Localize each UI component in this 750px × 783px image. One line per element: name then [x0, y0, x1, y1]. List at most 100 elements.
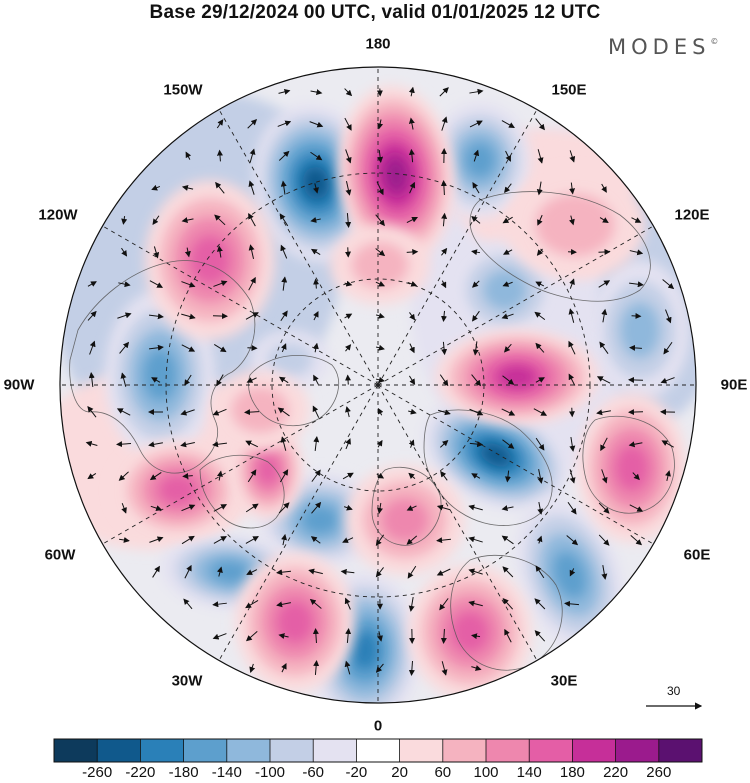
colorbar-tick-label: 220	[603, 764, 629, 781]
wind-arrow	[535, 281, 545, 287]
wind-arrow	[375, 281, 386, 287]
wind-arrow	[665, 309, 672, 324]
wind-arrow	[535, 118, 545, 131]
wind-arrow	[245, 312, 259, 320]
wind-arrow	[409, 343, 415, 354]
wind-arrow	[248, 244, 255, 259]
wind-arrow	[501, 120, 515, 128]
wind-arrow	[149, 344, 164, 351]
map-title: Base 29/12/2024 00 UTC, valid 01/01/2025…	[149, 2, 601, 23]
anomaly-level	[615, 445, 649, 491]
wind-arrow	[184, 247, 191, 258]
meridian-line	[102, 225, 379, 386]
wind-arrow	[598, 280, 611, 288]
colorbar	[53, 738, 703, 763]
wind-arrow	[280, 343, 287, 353]
wind-arrow	[345, 149, 352, 164]
wind-arrow	[437, 409, 451, 416]
wind-arrow	[408, 375, 416, 386]
anomaly-level	[276, 600, 314, 644]
wind-arrow	[278, 633, 289, 640]
wind-arrow	[277, 120, 292, 127]
wind-arrow	[502, 566, 514, 578]
wind-arrow	[213, 344, 227, 353]
wind-arrow	[281, 533, 287, 546]
wind-arrow	[279, 469, 289, 483]
wind-arrow	[568, 308, 575, 323]
colorbar-swatch	[313, 739, 357, 762]
wind-arrow	[407, 281, 418, 287]
wind-arrow	[246, 377, 257, 383]
anomaly-center	[113, 440, 243, 540]
lon-label-60w: 60W	[44, 546, 76, 564]
wind-arrow	[441, 341, 448, 356]
wind-arrow	[569, 182, 576, 195]
wind-arrow	[345, 628, 352, 644]
colorbar-tick-label: -100	[254, 764, 286, 781]
colorbar-swatch	[529, 739, 573, 762]
wind-arrow	[408, 408, 417, 415]
wind-arrow	[85, 440, 98, 447]
wind-arrow	[278, 502, 290, 514]
wind-arrow	[534, 598, 546, 610]
wind-arrow	[569, 150, 576, 163]
wind-arrow	[245, 536, 259, 544]
wind-arrow	[184, 564, 192, 579]
wind-arrow	[377, 149, 384, 163]
anomaly-center	[590, 260, 690, 400]
wind-arrow	[212, 313, 228, 320]
wind-arrow	[533, 408, 548, 416]
wind-arrow	[436, 537, 451, 544]
lon-label-120e: 120E	[674, 206, 710, 224]
colorbar-tick-label: 260	[646, 764, 672, 781]
colorbar-tick-label: 140	[516, 764, 542, 781]
wind-arrow	[440, 470, 448, 481]
wind-arrow	[598, 502, 610, 514]
wind-arrow	[213, 504, 228, 512]
wind-arrow	[308, 568, 323, 575]
anomaly-level	[535, 193, 615, 257]
wind-arrow	[118, 281, 131, 288]
wind-arrow	[568, 373, 576, 386]
wind-arrow	[439, 87, 449, 97]
wind-arrow	[502, 281, 513, 287]
colorbar-tick-label: 60	[434, 764, 452, 781]
wind-arrow	[248, 180, 255, 195]
wind-arrow	[343, 504, 353, 511]
wind-arrow	[409, 181, 416, 194]
wind-arrow	[311, 469, 321, 482]
wind-arrow	[280, 244, 288, 259]
wind-arrow	[180, 409, 195, 416]
wind-arrow	[469, 408, 484, 416]
brand-mark: ©	[710, 37, 719, 46]
wind-arrow	[214, 214, 226, 226]
wind-arrow	[181, 185, 194, 191]
wind-arrow	[245, 599, 259, 609]
lon-label-30e: 30E	[550, 672, 578, 690]
wind-arrow	[342, 472, 354, 480]
wind-arrow	[501, 313, 514, 320]
wind-arrow	[441, 310, 447, 323]
wind-arrow	[313, 436, 320, 452]
anomaly-level	[267, 343, 313, 377]
wind-arrow	[375, 344, 385, 351]
colorbar-tick-label: 20	[391, 764, 408, 781]
lon-label-60e: 60E	[683, 546, 711, 564]
anomaly-level	[303, 166, 329, 200]
wind-arrow	[440, 180, 447, 196]
wind-arrow	[313, 660, 320, 676]
wind-arrow	[181, 313, 196, 320]
wind-arrow	[632, 472, 640, 481]
wind-arrow	[471, 249, 481, 256]
anomaly-level	[351, 630, 379, 670]
wind-arrow	[149, 280, 164, 288]
wind-arrow	[215, 181, 225, 194]
anomaly-level	[383, 156, 409, 194]
wind-arrow	[504, 628, 512, 643]
wind-arrow	[660, 377, 675, 384]
wind-arrow	[469, 120, 483, 128]
wind-arrow	[376, 181, 384, 196]
anomaly-center	[577, 393, 687, 543]
wind-arrow	[375, 214, 385, 227]
